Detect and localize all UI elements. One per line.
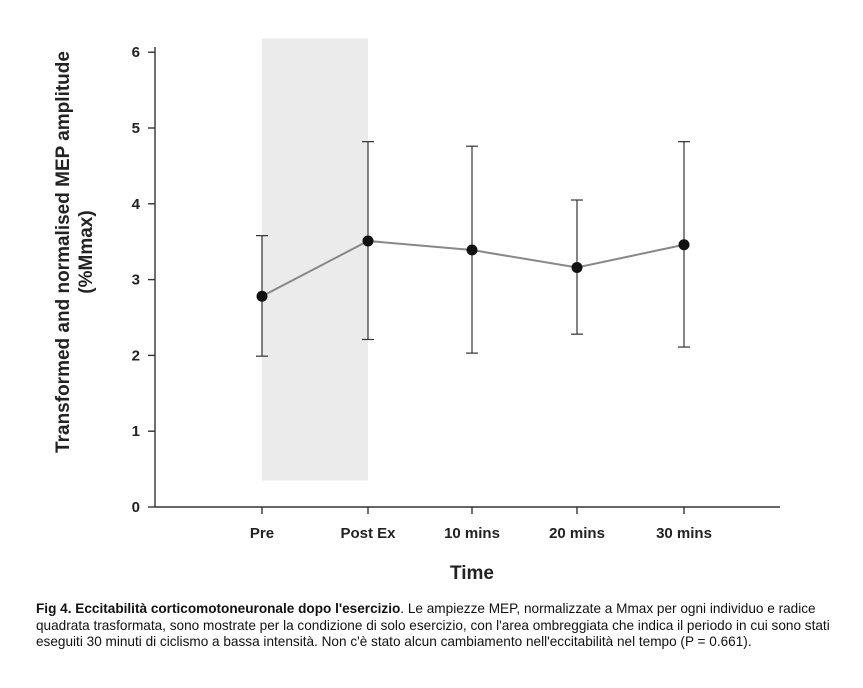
x-axis-title: Time [450,563,494,584]
exercise-period-shade [262,38,368,481]
y-axis-title: Transformed and normalised MEP amplitude [53,51,74,453]
x-tick-label: 10 mins [444,525,500,542]
data-point [678,239,690,251]
x-tick-label: Pre [250,525,274,542]
x-tick-label: Post Ex [340,525,396,542]
caption-text: . Le ampiezze MEP, normalizzate a Mmax p… [36,601,830,649]
y-tick-label: 5 [132,120,140,137]
y-tick-label: 4 [132,196,141,213]
data-point [571,261,583,273]
y-tick-label: 3 [132,272,140,289]
y-tick-label: 1 [132,423,140,440]
y-tick-label: 6 [132,44,140,61]
data-point [466,244,478,256]
y-tick-label: 2 [132,347,140,364]
chart: 0 1 2 3 4 5 6 Pre Post Ex 10 mins 20 mins 30 mins T… [53,38,780,584]
caption-title: Fig 4. Eccitabilità corticomotoneuronale… [36,601,401,616]
x-tick-label: 30 mins [656,525,712,542]
y-tick-label: 0 [132,499,140,516]
data-point [362,235,374,247]
x-tick-label: 20 mins [549,525,605,542]
figure-caption: Fig 4. Eccitabilità corticomotoneuronale… [36,601,836,651]
data-point [256,290,268,302]
y-axis-title-unit: (%Mmax) [76,210,97,293]
